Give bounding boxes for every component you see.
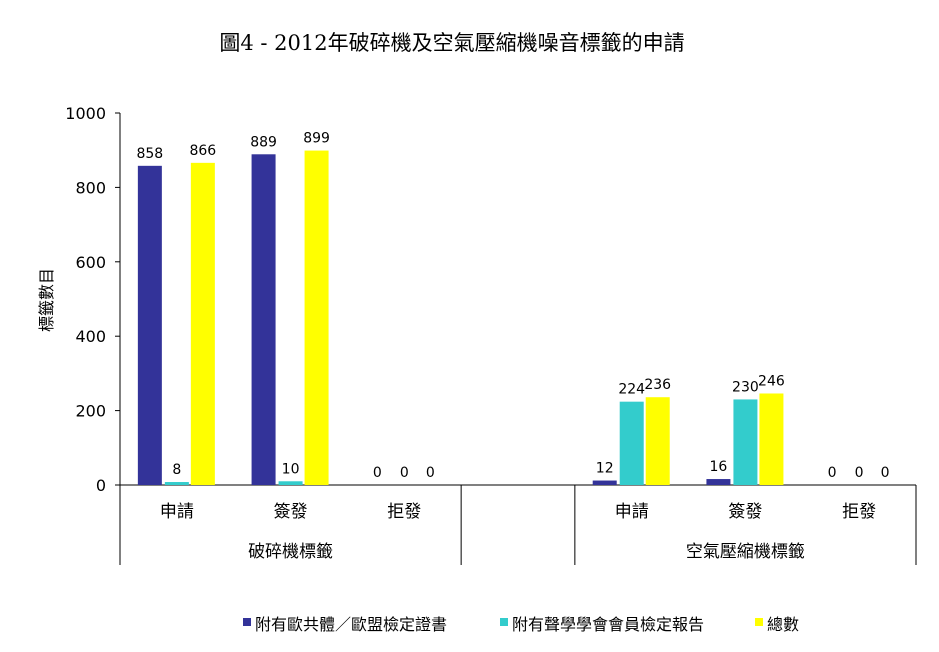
data-label: 246 — [758, 373, 785, 389]
data-label: 230 — [732, 379, 759, 395]
bar — [190, 162, 215, 485]
y-tick-label: 600 — [75, 253, 106, 272]
x-category-label: 拒發 — [842, 502, 876, 522]
bar — [619, 401, 644, 485]
x-category-label: 拒發 — [387, 502, 421, 522]
legend-swatch — [755, 618, 763, 626]
legend-label: 附有聲學學會會員檢定報告 — [512, 615, 704, 634]
data-label: 8 — [172, 462, 181, 478]
bar — [706, 479, 731, 485]
bar — [759, 393, 784, 485]
legend-swatch — [243, 618, 251, 626]
data-label: 236 — [644, 377, 671, 393]
data-label: 0 — [373, 465, 382, 481]
bar — [304, 150, 329, 485]
x-category-label: 申請 — [615, 502, 649, 522]
data-label: 0 — [400, 465, 409, 481]
data-label: 0 — [881, 465, 890, 481]
x-group-label: 空氣壓縮機標籤 — [686, 542, 805, 562]
legend-swatch — [500, 618, 508, 626]
bar — [733, 399, 758, 485]
data-label: 899 — [303, 131, 330, 147]
y-tick-label: 800 — [75, 178, 106, 197]
data-label: 0 — [828, 465, 837, 481]
y-tick-label: 200 — [75, 402, 106, 421]
bar — [645, 397, 670, 485]
legend-label: 總數 — [767, 615, 799, 634]
data-label: 16 — [710, 459, 728, 475]
bar — [137, 165, 162, 485]
x-category-label: 簽發 — [274, 502, 308, 522]
data-label: 224 — [618, 382, 645, 398]
data-label: 858 — [136, 146, 163, 162]
x-category-label: 簽發 — [728, 502, 762, 522]
bar — [164, 482, 189, 485]
y-axis-label: 標籤數目 — [37, 268, 56, 332]
x-group-label: 破碎機標籤 — [248, 542, 333, 562]
data-label: 0 — [855, 465, 864, 481]
y-tick-label: 0 — [96, 476, 106, 495]
x-category-label: 申請 — [160, 502, 194, 522]
bar — [592, 480, 617, 485]
bar — [251, 154, 276, 486]
y-tick-label: 400 — [75, 327, 106, 346]
data-label: 889 — [250, 134, 277, 150]
data-label: 866 — [189, 143, 216, 159]
data-label: 12 — [596, 461, 614, 477]
data-label: 10 — [282, 461, 300, 477]
legend-label: 附有歐共體／歐盟檢定證書 — [255, 615, 447, 634]
data-label: 0 — [426, 465, 435, 481]
chart-title: 圖4 - 2012年破碎機及空氣壓縮機噪音標籤的申請 — [219, 31, 684, 55]
bar — [278, 481, 303, 485]
y-tick-label: 1000 — [65, 104, 106, 123]
